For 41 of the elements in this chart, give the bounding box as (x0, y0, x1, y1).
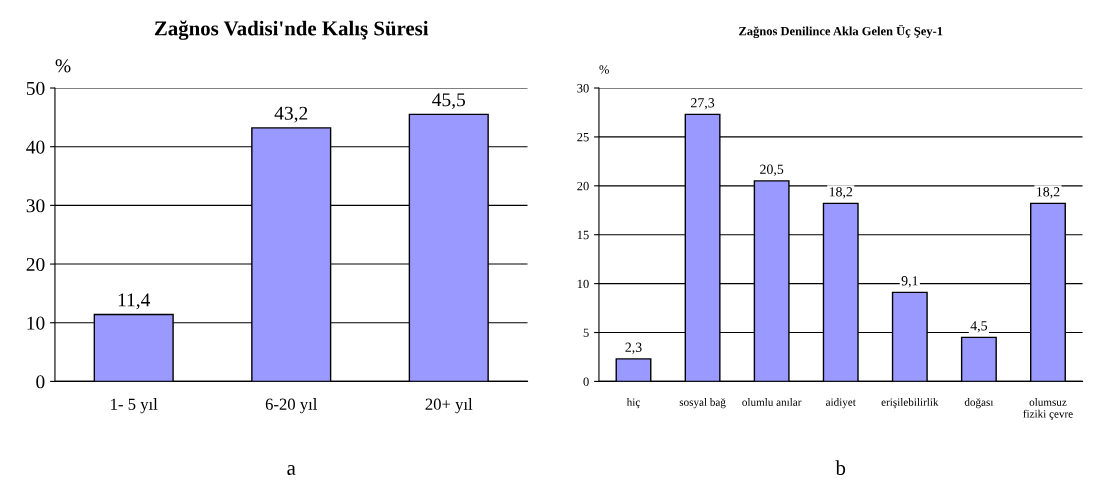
y-axis-title: % (55, 59, 71, 73)
data-label: 45,5 (432, 93, 466, 110)
data-label: 20,5 (760, 164, 784, 176)
x-tick-label: 1- 5 yıl (111, 398, 158, 414)
y-tick-label: 5 (583, 328, 589, 337)
y-tick-label: 10 (27, 316, 45, 330)
chart-title: Zağnos Denilince Akla Gelen Üç Şey-1 (739, 24, 943, 38)
bar (960, 336, 997, 382)
y-tick-label: 40 (26, 140, 45, 154)
data-label: 2,3 (625, 342, 642, 354)
x-tick-label: hiç (626, 398, 640, 409)
y-tick-label: 15 (577, 230, 589, 240)
y-tick-label: 10 (577, 279, 589, 289)
x-tick-label: sosyal bağ (679, 398, 726, 409)
data-label: 4,5 (970, 321, 988, 333)
y-tick-label: 25 (577, 132, 589, 142)
text: b (835, 460, 846, 475)
bar (615, 358, 652, 382)
y-tick-label: 0 (36, 375, 45, 389)
x-tick-label: 6-20 yıl (265, 398, 318, 414)
data-label: 18,2 (1037, 187, 1060, 199)
y-tick-label: 0 (583, 377, 589, 386)
y-tick-label: 30 (26, 199, 45, 213)
y-tick-label: 20 (577, 181, 589, 191)
chart-title: Zağnos Vadisi'nde Kalış Süresi (154, 20, 429, 40)
x-tick-label: aidiyet (826, 398, 856, 409)
y-tick-label: 30 (577, 84, 589, 93)
data-label: 18,2 (829, 187, 853, 199)
x-tick-label: olumsuz fiziki çevre (1023, 398, 1073, 420)
x-tick-label: 20+ yıl (425, 398, 473, 414)
data-label: 43,2 (274, 106, 308, 123)
data-label: 27,3 (691, 98, 715, 110)
x-tick-label: olumlu anılar (742, 398, 802, 406)
text: a (287, 465, 296, 475)
y-tick-label: 50 (26, 81, 45, 95)
data-label: 11,4 (118, 293, 151, 310)
y-tick-label: 20 (26, 257, 45, 271)
data-label: 9,1 (901, 276, 918, 288)
y-axis-title: % (599, 65, 609, 74)
x-tick-label: doğası (964, 398, 994, 409)
x-tick-label: erişilebilirlik (881, 398, 939, 409)
